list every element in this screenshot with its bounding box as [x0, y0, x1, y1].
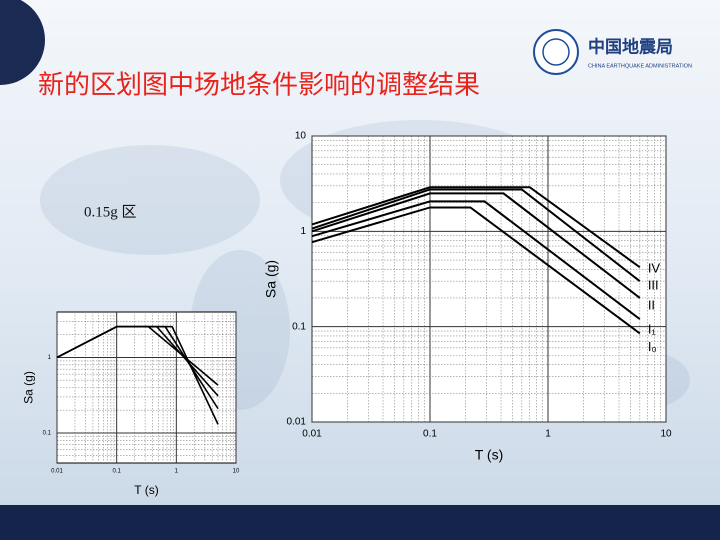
y-tick-label: 10 [295, 131, 307, 142]
series-line [311, 200, 641, 320]
legend-label: II [648, 297, 655, 312]
series-line [311, 192, 641, 299]
legend-label: I₀ [648, 339, 657, 354]
slide-title: 新的区划图中场地条件影响的调整结果 [38, 71, 480, 101]
zone-label: 0.15g 区 [84, 204, 137, 220]
y-axis-label: Sa (g) [22, 371, 36, 404]
x-tick-label: 1 [545, 429, 551, 440]
x-tick-label: 10 [233, 469, 240, 475]
x-tick-label: 0.01 [51, 469, 63, 475]
logo-name: 中国地震局 [588, 36, 673, 56]
x-tick-label: 0.01 [302, 429, 322, 440]
series-line [311, 188, 641, 282]
logo-emblem-inner [542, 38, 570, 66]
legend-label: IV [648, 261, 661, 276]
legend-label: III [648, 278, 659, 293]
logo: 中国地震局 CHINA EARTHQUAKE ADMINISTRATION [533, 29, 692, 75]
footer-bar [0, 505, 720, 540]
legend-label: I₁ [648, 322, 657, 337]
y-tick-label: 0.1 [43, 431, 52, 437]
x-tick-label: 0.1 [423, 429, 437, 440]
x-axis-label: T (s) [134, 483, 158, 497]
logo-emblem [533, 29, 579, 75]
logo-english: CHINA EARTHQUAKE ADMINISTRATION [588, 63, 692, 69]
y-tick-label: 0.01 [287, 417, 307, 428]
corner-decoration [0, 0, 45, 85]
y-tick-label: 1 [48, 355, 52, 361]
y-tick-label: 0.1 [292, 321, 306, 332]
plot-area [56, 311, 237, 464]
x-tick-label: 10 [660, 429, 672, 440]
x-tick-label: 1 [175, 469, 179, 475]
x-axis-label: T (s) [475, 447, 504, 463]
y-tick-label: 1 [300, 226, 306, 237]
series-line [56, 325, 219, 425]
y-axis-label: Sa (g) [263, 260, 279, 298]
x-tick-label: 0.1 [112, 469, 121, 475]
plot-area [311, 135, 667, 423]
series-line [311, 206, 641, 335]
series-line [311, 186, 641, 269]
